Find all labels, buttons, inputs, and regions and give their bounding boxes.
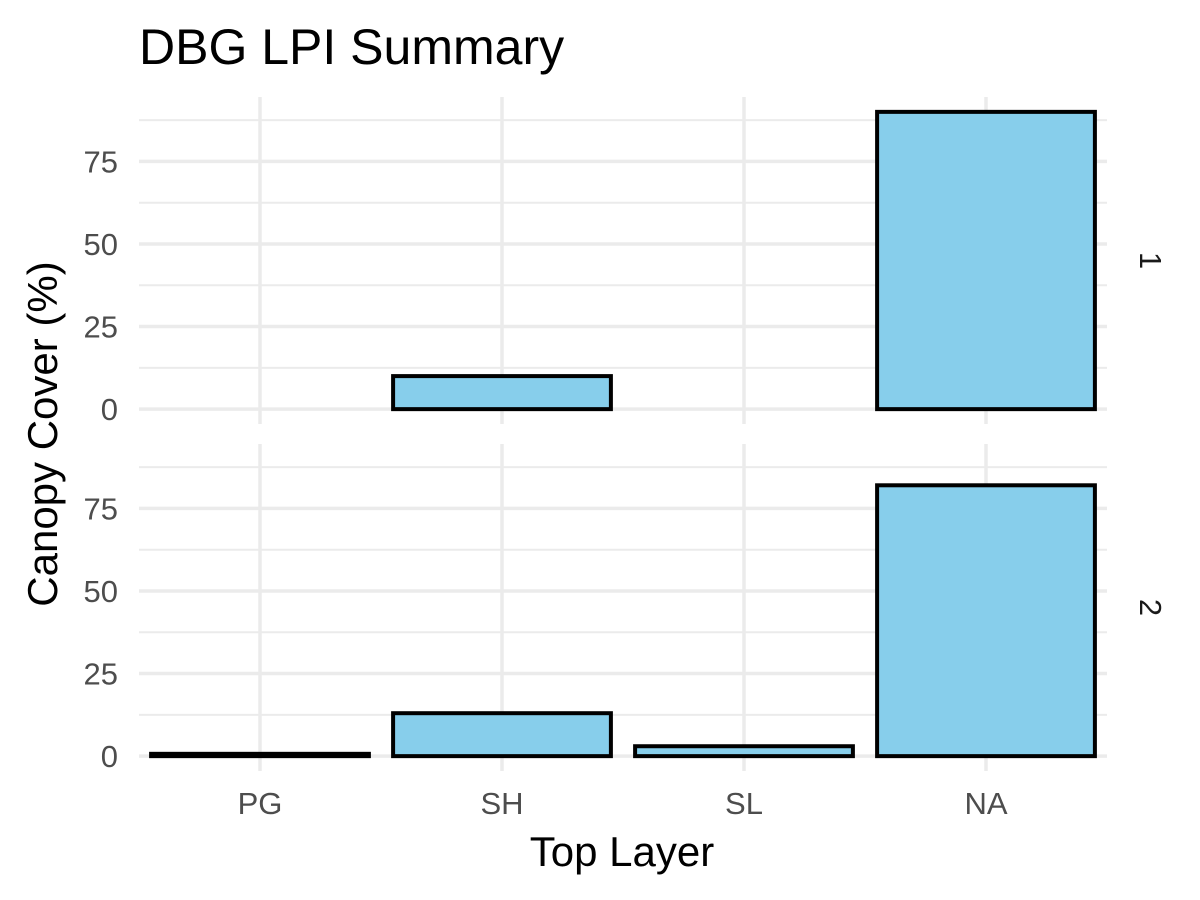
x-axis-title: Top Layer [530, 828, 714, 875]
y-tick-label: 75 [84, 491, 118, 526]
x-tick-label: PG [238, 786, 283, 821]
y-tick-label: 25 [84, 310, 118, 345]
facet-panel-2: 0 25 50 75 2 [84, 444, 1168, 774]
x-tick-label: SL [725, 786, 763, 821]
x-tick-labels: PG SH SL NA [238, 786, 1008, 821]
y-axis-title: Canopy Cover (%) [19, 261, 66, 606]
y-tick-label: 0 [101, 392, 118, 427]
bar-2-PG [149, 751, 371, 759]
bar-1-SH [391, 374, 613, 412]
x-tick-label: NA [964, 786, 1007, 821]
bar-1-NA [875, 109, 1097, 412]
y-tick-label: 75 [84, 144, 118, 179]
y-tick-label: 0 [101, 739, 118, 774]
facet-panels: 0 25 50 75 1 0 25 50 75 2 [84, 97, 1168, 774]
facet-strip-label: 2 [1133, 599, 1168, 616]
facet-panel-1: 0 25 50 75 1 [84, 97, 1168, 427]
bar-2-SL [633, 744, 855, 759]
chart-title: DBG LPI Summary [139, 19, 564, 75]
bar-2-NA [875, 483, 1097, 759]
y-tick-label: 50 [84, 227, 118, 262]
facet-strip-label: 1 [1133, 252, 1168, 269]
bar-2-SH [391, 711, 613, 759]
y-tick-label: 50 [84, 574, 118, 609]
x-tick-label: SH [480, 786, 523, 821]
y-tick-label: 25 [84, 657, 118, 692]
